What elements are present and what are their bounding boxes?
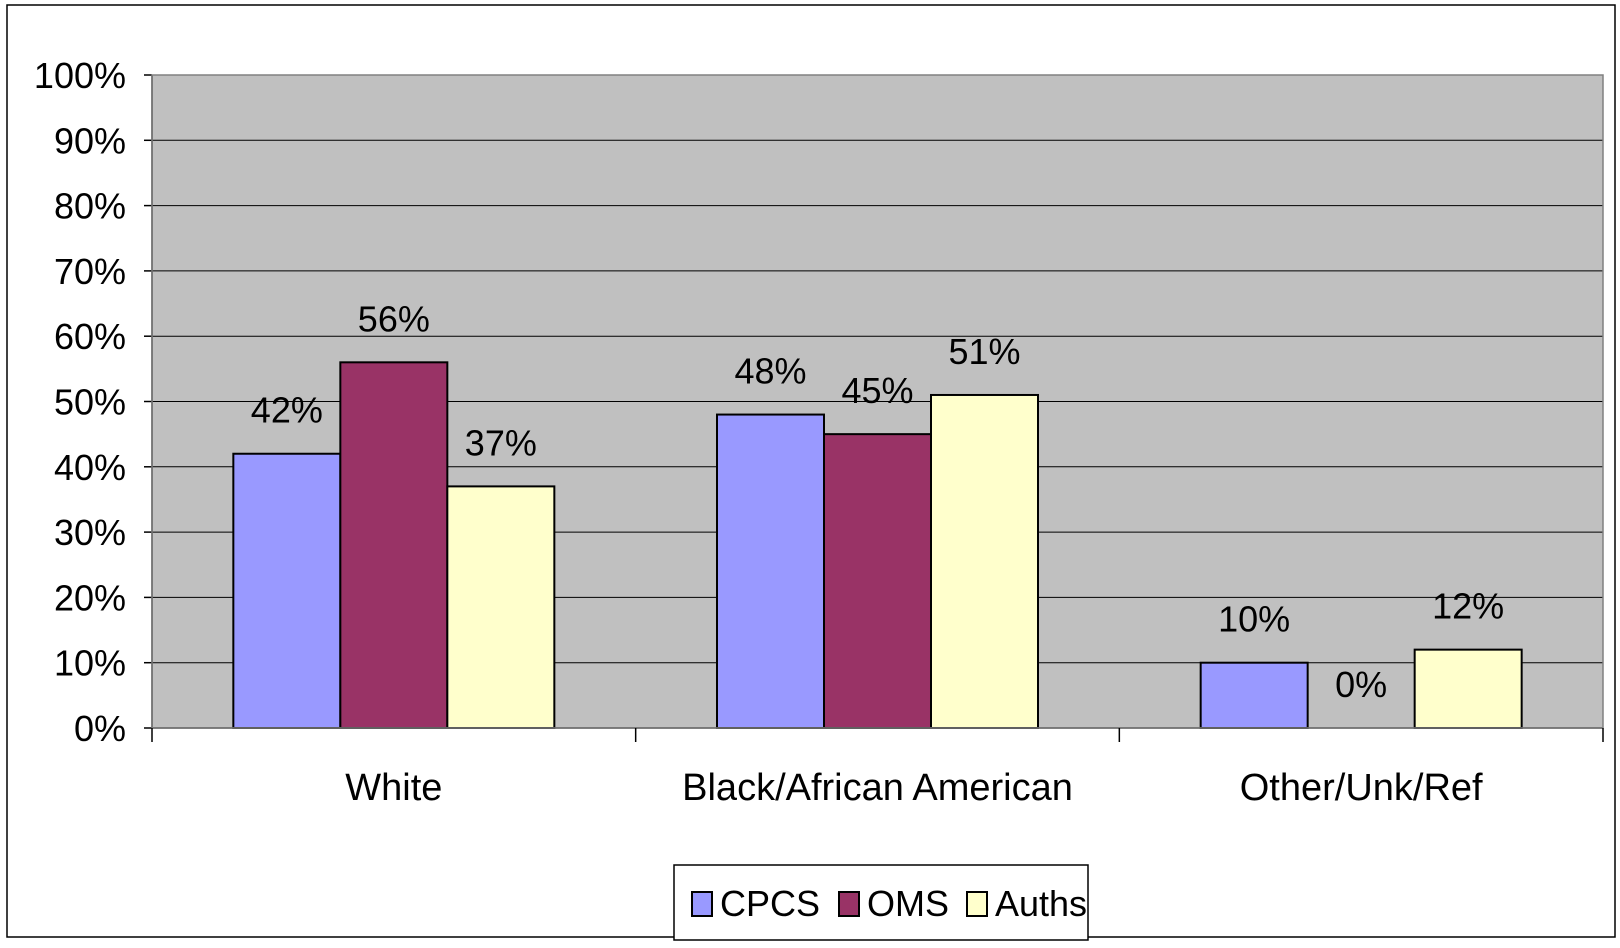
bar-cpcs [1199, 661, 1309, 730]
legend-label: CPCS [720, 883, 820, 924]
legend: CPCS OMS Auths [673, 864, 1089, 941]
y-tick-label: 30% [54, 512, 126, 553]
plot-area-border [151, 74, 1604, 729]
legend-swatch-oms [838, 891, 860, 917]
bar-auths [1413, 648, 1523, 730]
y-tick-label: 80% [54, 186, 126, 227]
x-category-label: Other/Unk/Ref [1240, 767, 1483, 809]
bars [232, 361, 1523, 730]
data-label: 56% [358, 298, 430, 339]
data-label: 42% [251, 390, 323, 431]
legend-swatch-auths [966, 891, 988, 917]
y-tick-label: 50% [54, 382, 126, 423]
axes [144, 74, 1604, 742]
data-label: 37% [465, 422, 537, 463]
x-category-label: White [345, 767, 442, 809]
y-tick-label: 10% [54, 643, 126, 684]
y-tick-label: 0% [74, 708, 126, 749]
data-label: 12% [1432, 586, 1504, 627]
data-label: 51% [948, 331, 1020, 372]
bar-cpcs [232, 452, 342, 729]
y-axis-tick-labels: 0% 10% 20% 30% 40% 50% 60% 70% 80% 90% 100% [34, 55, 126, 749]
y-tick-label: 100% [34, 55, 126, 96]
legend-label: Auths [995, 883, 1087, 924]
legend-box [673, 864, 1089, 941]
y-tick-label: 90% [54, 120, 126, 161]
bar-oms [339, 361, 449, 729]
y-tick-label: 40% [54, 447, 126, 488]
data-label: 45% [841, 370, 913, 411]
data-label: 0% [1335, 664, 1387, 705]
data-labels: 42% 56% 37% 48% 45% 51% 10% 0% 12% [251, 298, 1504, 705]
x-axis-category-labels: White Black/African American Other/Unk/Ref [345, 767, 1483, 809]
x-category-label: Black/African American [682, 767, 1073, 809]
bar-auths [930, 393, 1039, 729]
y-tick-label: 70% [54, 251, 126, 292]
data-label: 10% [1218, 599, 1290, 640]
legend-swatch-cpcs [691, 891, 713, 917]
y-tick-label: 60% [54, 316, 126, 357]
bar-auths [446, 485, 556, 730]
legend-label: OMS [867, 883, 949, 924]
bar-cpcs [716, 413, 825, 729]
y-tick-label: 20% [54, 577, 126, 618]
bar-oms [823, 433, 932, 729]
data-label: 48% [734, 351, 806, 392]
